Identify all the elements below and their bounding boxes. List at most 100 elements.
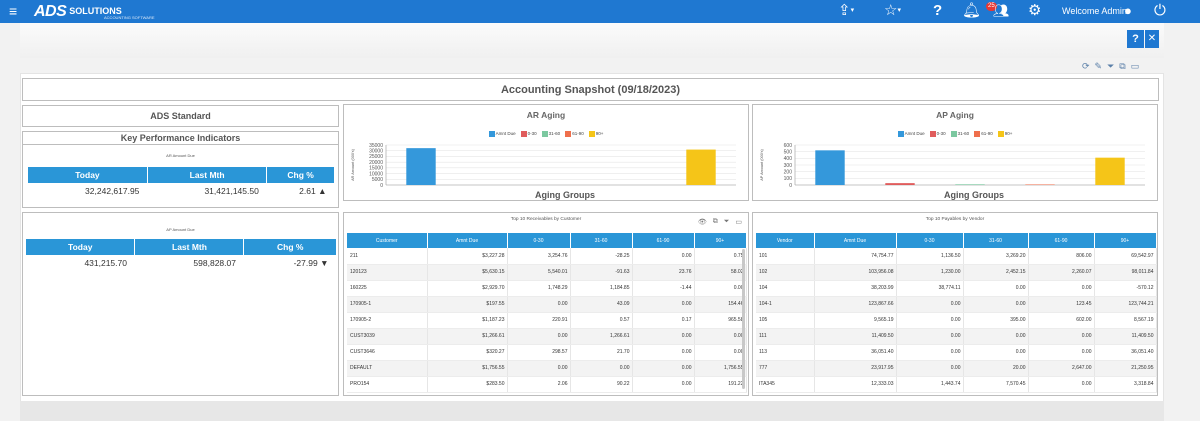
table-cell: 23.76 xyxy=(632,264,695,281)
logo-main: ADS xyxy=(34,2,67,20)
table-cell: 1,748.29 xyxy=(507,280,571,297)
legend-item[interactable]: 90+ xyxy=(997,131,1012,137)
legend-item[interactable]: 90+ xyxy=(588,131,603,137)
table-cell: 102 xyxy=(756,264,815,281)
welcome-text[interactable]: Welcome Admin xyxy=(1062,6,1127,16)
table-cell: 1,443.74 xyxy=(896,376,964,393)
legend-item[interactable]: 61-90 xyxy=(565,131,584,137)
comment-icon[interactable]: ▭ xyxy=(735,219,742,226)
table-cell: $5,630.15 xyxy=(427,264,508,281)
legend-item[interactable]: Amnt Due xyxy=(488,131,516,137)
payables-row[interactable]: 101 74,754.77 1,136.50 3,269.20 806.00 69,542… xyxy=(756,248,1157,265)
users-icon[interactable]: 👥︎ xyxy=(993,3,1010,18)
filter-icon[interactable]: ⏷ xyxy=(723,218,730,225)
export-icon[interactable]: ⧉ xyxy=(1119,61,1126,71)
column-header[interactable]: 61-90 xyxy=(632,233,695,248)
table-cell: 36,051.40 xyxy=(1094,344,1157,361)
column-header[interactable]: 61-90 xyxy=(1028,233,1095,248)
footer xyxy=(20,401,1164,421)
settings-gear-icon[interactable]: ⚙ xyxy=(1028,2,1042,19)
table-cell: 74,754.77 xyxy=(814,248,897,265)
payables-row[interactable]: 113 36,051.40 0.00 0.00 0.00 36,051.40 xyxy=(756,344,1157,361)
table-cell: $1,266.61 xyxy=(427,328,508,345)
y-tick-label: 10000 xyxy=(369,171,383,177)
y-tick-label: 400 xyxy=(784,156,793,162)
hamburger-menu-icon[interactable]: ≡ xyxy=(9,3,18,19)
receivables-row[interactable]: 160225 $2,929.70 1,748.29 1,184.85 -1.44 0.00 xyxy=(347,280,747,297)
receivables-tools: 👁︎ ⧉ ⏷ ▭ xyxy=(698,218,742,226)
table-cell: CUST3039 xyxy=(347,328,428,345)
ar-kpi-panel: AR Amount Due Today Last Mth Chg % 32,24… xyxy=(22,145,339,208)
table-cell: 104 xyxy=(756,280,815,297)
power-logout-icon[interactable]: ⏻ xyxy=(1154,2,1166,19)
legend-item[interactable]: 0-30 xyxy=(520,131,537,137)
legend-item[interactable]: 31-60 xyxy=(950,131,969,137)
legend-item[interactable]: 0-30 xyxy=(929,131,946,137)
payables-row[interactable]: ITA345 12,333.03 1,443.74 7,570.45 0.00 3,318… xyxy=(756,376,1157,393)
favorites-star-icon[interactable]: ☆▾ xyxy=(884,2,901,19)
column-header[interactable]: Vendor xyxy=(756,233,815,248)
table-cell: 0.00 xyxy=(632,360,695,377)
payables-row[interactable]: 111 11,409.50 0.00 0.00 0.00 11,409.50 xyxy=(756,328,1157,345)
receivables-row[interactable]: CUST3646 $320.27 298.57 21.70 0.00 0.00 xyxy=(347,344,747,361)
column-header[interactable]: 31-60 xyxy=(570,233,633,248)
table-cell: 2.06 xyxy=(507,376,571,393)
filter-icon[interactable]: ⏷ xyxy=(1107,61,1115,71)
notifications-bell-icon[interactable]: 🔔︎ xyxy=(962,2,982,19)
receivables-scrollbar[interactable] xyxy=(742,249,745,389)
table-cell: 0.00 xyxy=(632,344,695,361)
user-avatar-icon[interactable]: ● xyxy=(1124,3,1132,18)
receivables-row[interactable]: 120123 $5,630.15 5,540.01 -91.63 23.76 58.02 xyxy=(347,264,747,281)
receivables-row[interactable]: DEFAULT $1,756.55 0.00 0.00 0.00 1,756.55 xyxy=(347,360,747,377)
bar-61-90 xyxy=(1025,184,1055,185)
legend-item[interactable]: 61-90 xyxy=(974,131,993,137)
help-button[interactable]: ? xyxy=(1127,30,1144,48)
receivables-row[interactable]: 170905-1 $197.55 0.00 43.09 0.00 154.46 xyxy=(347,296,747,313)
view-eye-icon[interactable]: 👁︎ xyxy=(697,219,707,226)
ar-last-mth-value: 31,421,145.50 xyxy=(204,185,259,196)
payables-row[interactable]: 104-1 123,867.66 0.00 0.00 123.45 123,744.21 xyxy=(756,296,1157,313)
column-header[interactable]: 90+ xyxy=(694,233,747,248)
receivables-row[interactable]: PRO154 $283.50 2.06 90.22 0.00 191.22 xyxy=(347,376,747,393)
column-header[interactable]: 0-30 xyxy=(896,233,964,248)
table-cell: 1,756.55 xyxy=(694,360,747,377)
logo[interactable]: ADS SOLUTIONS ACCOUNTING SOFTWARE xyxy=(34,2,155,21)
close-button[interactable]: ✕ xyxy=(1145,30,1159,48)
refresh-icon[interactable]: ⟳ xyxy=(1082,61,1090,71)
ap-kpi-table: Today Last Mth Chg % 431,215.70 598,828.… xyxy=(26,239,337,270)
table-cell: 98,011.84 xyxy=(1094,264,1157,281)
y-tick-label: 30000 xyxy=(369,149,383,155)
table-cell: 123,867.66 xyxy=(814,296,897,313)
legend-label: Amnt Due xyxy=(904,131,925,137)
table-cell: CUST3646 xyxy=(347,344,428,361)
payables-row[interactable]: 102 103,956.08 1,230.00 2,452.15 2,260.07 98,… xyxy=(756,264,1157,281)
payables-row[interactable]: 777 23,917.95 0.00 20.00 2,647.00 21,250.95 xyxy=(756,360,1157,377)
receivables-row[interactable]: 211 $3,227.28 3,254.76 -28.25 0.00 0.75 xyxy=(347,248,747,265)
payables-panel: Top 10 Payables by Vendor Vendor Amnt Due… xyxy=(752,212,1158,396)
kpi-header-last-mth: Last Mth xyxy=(147,167,268,183)
y-tick-label: 500 xyxy=(784,149,793,155)
table-cell: 0.57 xyxy=(570,312,633,329)
edit-pencil-icon[interactable]: ✎ xyxy=(1094,61,1103,71)
column-header[interactable]: 31-60 xyxy=(963,233,1029,248)
table-cell: 3,254.76 xyxy=(507,248,571,265)
receivables-row[interactable]: 170905-2 $1,187.23 220.91 0.57 0.17 965.58 xyxy=(347,312,747,329)
y-axis-label: AP Amount (000's) xyxy=(760,149,764,181)
share-icon[interactable]: ⇪▾ xyxy=(838,2,855,19)
column-header[interactable]: Amnt Due xyxy=(427,233,508,248)
y-tick-label: 35000 xyxy=(369,143,383,149)
payables-row[interactable]: 104 38,203.99 38,774.11 0.00 0.00 -570.12 xyxy=(756,280,1157,297)
table-cell: 965.58 xyxy=(694,312,747,329)
column-header[interactable]: 90+ xyxy=(1094,233,1157,248)
receivables-row[interactable]: CUST3039 $1,266.61 0.00 1,266.61 0.00 0.00 xyxy=(347,328,747,345)
legend-item[interactable]: Amnt Due xyxy=(897,131,925,137)
comment-icon[interactable]: ▭ xyxy=(1130,61,1140,71)
column-header[interactable]: Amnt Due xyxy=(814,233,897,248)
column-header[interactable]: 0-30 xyxy=(507,233,571,248)
legend-item[interactable]: 31-60 xyxy=(541,131,560,137)
payables-row[interactable]: 105 9,565.19 0.00 395.00 602.00 8,567.19 xyxy=(756,312,1157,329)
export-icon[interactable]: ⧉ xyxy=(712,218,718,225)
help-icon[interactable]: ? xyxy=(933,2,943,19)
column-header[interactable]: Customer xyxy=(347,233,428,248)
